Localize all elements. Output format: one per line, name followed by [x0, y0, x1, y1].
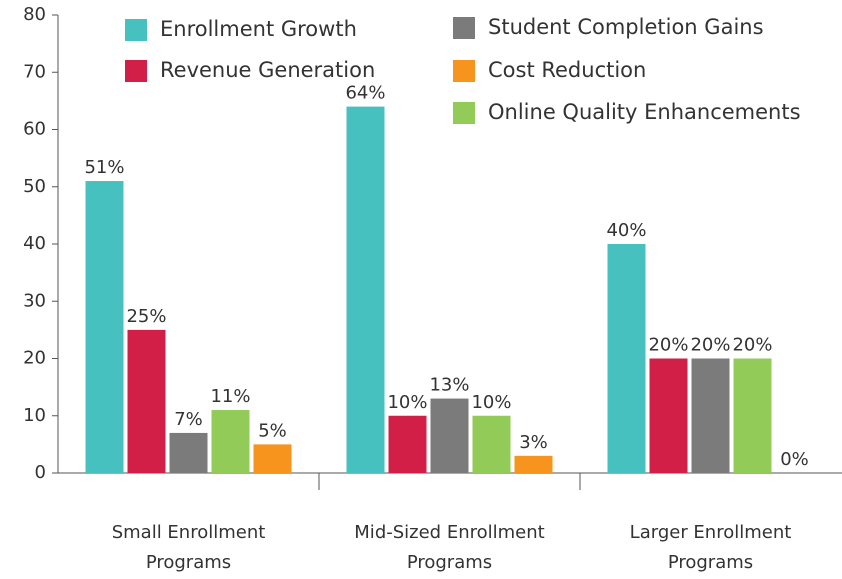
y-tick-label: 0 [35, 462, 46, 483]
legend-label: Student Completion Gains [488, 15, 764, 39]
y-tick-label: 50 [23, 176, 46, 197]
y-tick-label: 60 [23, 119, 46, 140]
value-label: 13% [429, 375, 469, 396]
legend-swatch [125, 19, 147, 41]
bar [733, 358, 772, 473]
bar [346, 106, 385, 473]
bar [253, 444, 292, 473]
value-label: 25% [126, 306, 166, 327]
x-tick-label: Larger Enrollment Programs [629, 522, 792, 573]
legend-label: Enrollment Growth [160, 17, 357, 41]
legend-label: Cost Reduction [488, 58, 646, 82]
y-tick-label: 10 [23, 405, 46, 426]
value-label: 64% [345, 83, 385, 104]
x-tick-label: Small Enrollment Programs [111, 522, 266, 573]
legend-swatch [453, 102, 475, 124]
value-label: 20% [732, 335, 772, 356]
bar [127, 329, 166, 473]
value-label: 20% [690, 335, 730, 356]
value-label: 10% [387, 392, 427, 413]
y-tick-label: 80 [23, 4, 46, 25]
value-label: 3% [519, 432, 548, 453]
value-label: 10% [471, 392, 511, 413]
bar [514, 455, 553, 473]
bar [85, 181, 124, 473]
value-label: 20% [648, 335, 688, 356]
bar [211, 410, 250, 473]
value-label: 11% [210, 386, 250, 407]
legend-swatch [453, 60, 475, 82]
y-tick-label: 20 [23, 348, 46, 369]
legend-swatch [125, 60, 147, 82]
value-label: 5% [258, 420, 287, 441]
bar [169, 432, 208, 473]
legend-swatch [453, 17, 475, 39]
y-tick-label: 30 [23, 290, 46, 311]
bar [430, 398, 469, 473]
value-label: 7% [174, 409, 203, 430]
value-label: 40% [606, 220, 646, 241]
bar [388, 415, 427, 473]
bar [472, 415, 511, 473]
y-tick-label: 70 [23, 61, 46, 82]
legend-label: Online Quality Enhancements [488, 100, 801, 124]
value-label: 51% [84, 157, 124, 178]
bar [691, 358, 730, 473]
bar [607, 244, 646, 473]
value-label: 0% [780, 449, 809, 470]
x-tick-label: Mid-Sized Enrollment Programs [354, 522, 545, 573]
y-tick-label: 40 [23, 233, 46, 254]
bar [649, 358, 688, 473]
legend-label: Revenue Generation [160, 58, 375, 82]
